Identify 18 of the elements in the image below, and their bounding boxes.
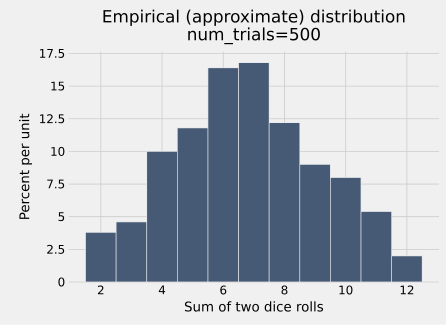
chart-subtitle: num_trials=500 [188, 28, 320, 44]
x-tick-label: 12 [400, 286, 414, 294]
x-tick-label: 2 [98, 286, 104, 294]
y-tick-label: 0 [58, 278, 64, 287]
x-tick-label: 10 [339, 286, 352, 295]
y-tick-label: 10 [51, 147, 64, 156]
y-tick-label: 7.5 [47, 180, 64, 189]
y-tick-label: 12.5 [40, 114, 64, 124]
y-tick-label: 2.5 [47, 245, 64, 254]
x-tick-label: 8 [282, 286, 288, 295]
x-tick-label: 4 [158, 286, 166, 294]
y-tick-label: 17.5 [40, 49, 64, 58]
y-axis-title: Percent per unit [19, 114, 32, 220]
y-tick-label: 5 [58, 212, 64, 222]
chart-title: Empirical (approximate) distribution [103, 10, 404, 26]
x-axis-title: Sum of two dice rolls [184, 301, 324, 312]
x-tick-label: 6 [220, 286, 226, 295]
y-tick-label: 15 [51, 82, 64, 91]
